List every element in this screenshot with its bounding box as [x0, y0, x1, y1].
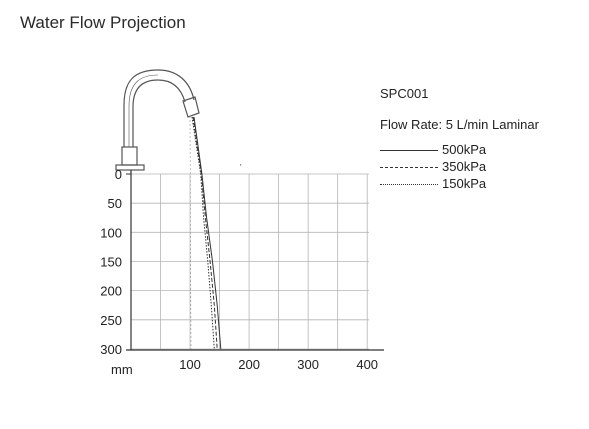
y-tick-label: 0 — [115, 167, 122, 182]
y-tick-label: 50 — [108, 196, 122, 211]
x-tick-label: 200 — [238, 357, 260, 372]
x-tick-label: 400 — [356, 357, 378, 372]
series-line-500kpa — [193, 116, 222, 350]
series-line-150kpa — [191, 116, 215, 350]
legend-label: 350kPa — [442, 159, 487, 174]
legend-solid-line — [380, 150, 438, 151]
chart-grid — [130, 173, 369, 350]
x-tick-label: 300 — [297, 357, 319, 372]
axis-tick-mark: ' — [240, 163, 242, 172]
flow-series — [191, 116, 222, 350]
tap-illustration — [115, 69, 200, 351]
x-tick-label: 100 — [179, 357, 201, 372]
x-axis-labels: 100 200 300 400 — [179, 357, 378, 372]
y-tick-label: 200 — [100, 284, 122, 299]
legend-label: 150kPa — [442, 176, 487, 191]
legend-label: 500kPa — [442, 142, 487, 157]
series-line-350kpa — [192, 116, 218, 350]
axis-unit-label: mm — [111, 362, 133, 377]
page-title: Water Flow Projection — [20, 13, 186, 32]
y-axis-labels: 0 50 100 150 200 250 300 — [100, 167, 122, 357]
legend-dotted-line — [380, 184, 438, 185]
chart-axes — [126, 170, 384, 351]
product-code: SPC001 — [380, 86, 429, 101]
legend-item-500kpa: 500kPa — [380, 143, 570, 157]
y-tick-label: 300 — [100, 342, 122, 357]
flow-rate-label: Flow Rate: 5 L/min Laminar — [380, 117, 539, 132]
y-tick-label: 100 — [100, 225, 122, 240]
legend-item-150kpa: 150kPa — [380, 177, 570, 191]
legend-dashed-line — [380, 167, 438, 168]
y-tick-label: 250 — [100, 313, 122, 328]
y-tick-label: 150 — [100, 254, 122, 269]
legend-item-350kpa: 350kPa — [380, 160, 570, 174]
